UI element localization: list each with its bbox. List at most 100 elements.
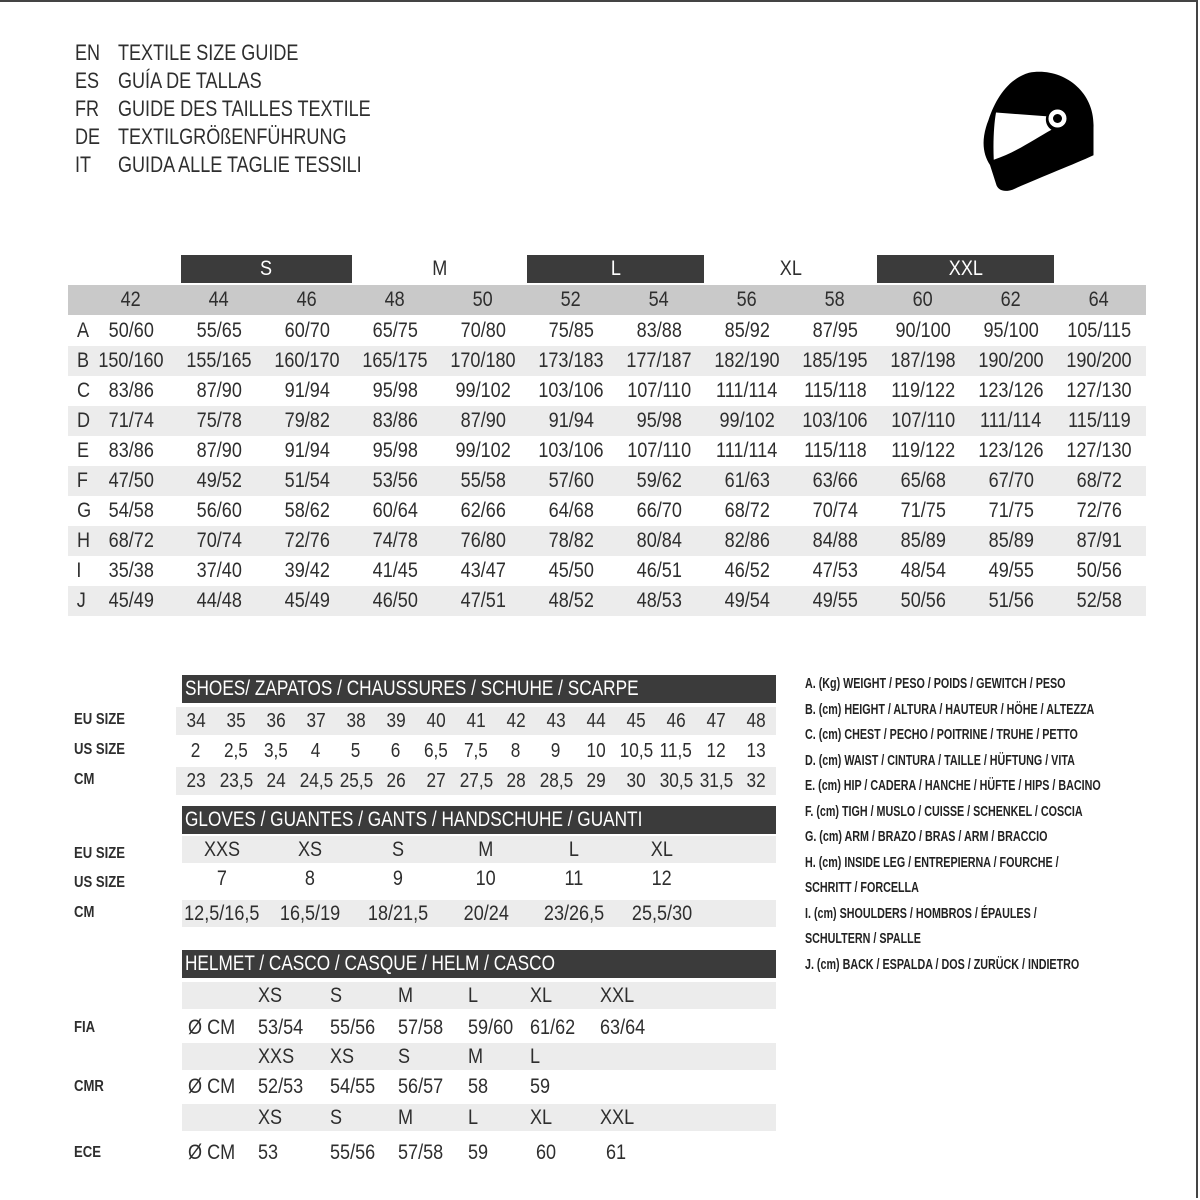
table-cell: 57/58 (398, 1139, 451, 1167)
table-cell-text: 91/94 (548, 409, 594, 432)
table-cell-text: 10 (586, 739, 606, 762)
table-cell: 62/66 (439, 499, 527, 523)
table-cell-text: 123/126 (978, 439, 1044, 462)
table-cell-text: 66/70 (636, 499, 682, 522)
table-cell-text: 83/86 (372, 409, 418, 432)
table-cell: 82/86 (703, 529, 791, 553)
table-cell-text: 76/80 (460, 529, 506, 552)
table-cell: 18/21,5 (354, 902, 442, 926)
table-cell: 45/49 (87, 589, 175, 613)
table-cell: 50 (439, 288, 527, 312)
guide-title: TEXTILE SIZE GUIDE (118, 39, 338, 67)
table-cell-text: 4 (311, 739, 321, 762)
table-cell-text: 99/102 (455, 439, 511, 462)
table-cell: 58/62 (263, 499, 351, 523)
table-cell: 48/52 (527, 589, 615, 613)
table-cell-text: 25,5 (339, 769, 373, 792)
table-cell: 75/78 (175, 409, 263, 433)
table-cell: 9 (536, 740, 576, 763)
table-cell-text: 60 (536, 1141, 557, 1164)
table-cell-text: 107/110 (891, 409, 955, 432)
table-cell: 103/106 (527, 439, 615, 463)
table-cell: 54/58 (87, 499, 175, 523)
table-cell: 60 (879, 288, 967, 312)
table-cell: L (468, 1104, 480, 1131)
table-cell-text: 16,5/19 (279, 901, 341, 925)
table-cell-text: 68/72 (1076, 469, 1122, 492)
table-cell: 80/84 (615, 529, 703, 553)
legend-text: C. (cm) CHEST / PECHO / POITRINE / TRUHE… (805, 727, 1078, 743)
table-cell: 53 (258, 1139, 281, 1167)
table-cell: XXS (258, 1043, 300, 1070)
table-cell-text: 115/118 (803, 439, 867, 462)
table-cell-text: 95/98 (372, 439, 418, 462)
row-label-text: C (77, 379, 91, 402)
table-cell-text: 71/74 (108, 409, 154, 432)
table-cell-text: 95/100 (983, 319, 1039, 342)
row-label-text: US SIZE (74, 874, 126, 891)
language-code: DE (75, 123, 106, 151)
table-cell-text: 56/57 (398, 1075, 444, 1098)
table-cell-text: 34 (186, 709, 206, 732)
table-cell-text: 67/70 (988, 469, 1034, 492)
table-cell-text: 24 (266, 769, 286, 792)
table-cell: 43 (536, 710, 576, 733)
table-cell-text: M (478, 837, 494, 861)
table-cell-text: 127/130 (1066, 439, 1132, 462)
table-cell: 165/175 (351, 349, 439, 373)
legend-item: G. (cm) ARM / BRAZO / BRAS / ARM / BRACC… (805, 825, 1133, 850)
table-cell: 127/130 (1055, 439, 1143, 463)
table-cell: 47/51 (439, 589, 527, 613)
row-label: C (68, 379, 95, 403)
table-row: 12,5/16,5 16,5/19 18/21,5 20/24 23/26,5 25,5/… (182, 900, 776, 927)
table-cell-text: 43 (546, 709, 566, 732)
table-cell: 3,5 (256, 740, 296, 763)
row-label-text: CMR (74, 1078, 104, 1095)
table-cell: 11,5 (656, 740, 696, 763)
table-cell-text: M (398, 984, 414, 1007)
table-cell-text: 58/62 (284, 499, 330, 522)
table-cell: 23,5 (216, 770, 256, 793)
table-cell: 10 (442, 867, 530, 891)
table-cell-text: 18/21,5 (367, 901, 429, 925)
table-cell: 56/57 (398, 1073, 451, 1101)
row-label-text: EU SIZE (74, 711, 126, 728)
section-header-shoes: SHOES/ ZAPATOS / CHAUSSURES / SCHUHE / S… (182, 675, 776, 703)
table-cell-text: 50 (472, 288, 494, 311)
table-cell: 47/50 (87, 469, 175, 493)
table-row: F 47/50 49/52 51/54 53/56 55/58 57/60 59/62 61/6… (68, 466, 1146, 496)
row-label-text: E (76, 439, 90, 462)
table-cell: 47 (696, 710, 736, 733)
table-cell-text: 48 (746, 709, 766, 732)
unit-label: Ø CM (188, 1139, 243, 1167)
unit-label-text: Ø CM (188, 1075, 236, 1098)
table-cell-text: 43/47 (460, 559, 506, 582)
table-cell-text: 173/183 (538, 349, 604, 372)
table-cell: 111/114 (703, 379, 791, 403)
table-cell-text: XXS (203, 837, 241, 861)
table-cell-text: 13 (746, 739, 766, 762)
table-cell: 99/102 (439, 439, 527, 463)
table-cell-text: 45/49 (284, 589, 330, 612)
size-band: L (527, 255, 704, 283)
table-cell: XS (258, 982, 286, 1009)
row-label: A (68, 319, 95, 343)
table-cell: L (530, 1043, 542, 1070)
row-label-text: B (76, 349, 90, 372)
row-label-text: A (76, 319, 90, 342)
table-cell: 34 (176, 710, 216, 733)
table-cell: 70/80 (439, 319, 527, 343)
table-cell: 44 (576, 710, 616, 733)
table-row: 23 23,5 24 24,5 25,5 26 27 27,5 28 28,5 29 30 30,5 31… (176, 767, 776, 795)
table-cell: 49/55 (791, 589, 879, 613)
helmet-icon (983, 71, 1094, 191)
language-code: IT (75, 151, 95, 179)
row-label: CM (74, 771, 99, 789)
row-label: US SIZE (74, 874, 136, 892)
table-cell-text: 50/56 (1076, 559, 1122, 582)
table-cell-text: 115/118 (803, 379, 867, 402)
table-cell: 187/198 (879, 349, 967, 373)
legend-item: H. (cm) INSIDE LEG / ENTREPIERNA / FOURC… (805, 851, 1148, 876)
table-cell-text: 50/60 (108, 319, 154, 342)
table-cell: 91/94 (263, 379, 351, 403)
